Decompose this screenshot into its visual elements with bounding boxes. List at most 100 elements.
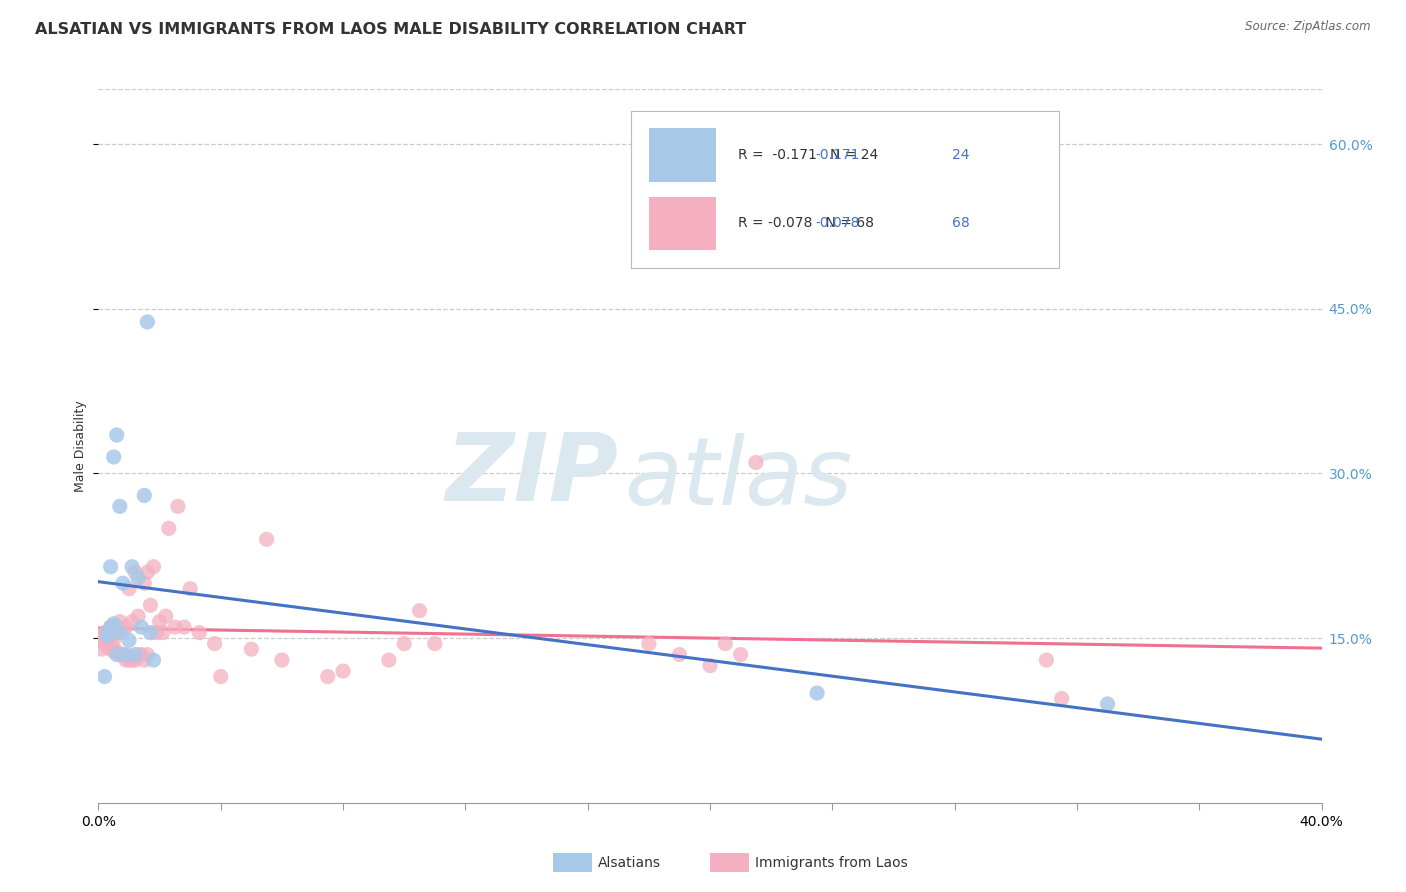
- Point: [93, 625, 115, 640]
- Point: [97, 633, 120, 648]
- Text: -0.171: -0.171: [815, 148, 859, 161]
- FancyBboxPatch shape: [630, 111, 1059, 268]
- Point: [157, 521, 180, 535]
- Text: ALSATIAN VS IMMIGRANTS FROM LAOS MALE DISABILITY CORRELATION CHART: ALSATIAN VS IMMIGRANTS FROM LAOS MALE DI…: [35, 22, 747, 37]
- Point: [1050, 691, 1073, 706]
- Text: ZIP: ZIP: [446, 428, 619, 521]
- Point: [100, 559, 122, 574]
- Point: [118, 633, 141, 648]
- Point: [108, 625, 131, 640]
- Point: [90, 633, 112, 648]
- Point: [240, 642, 263, 657]
- Point: [163, 620, 186, 634]
- Point: [1035, 653, 1057, 667]
- Point: [111, 576, 134, 591]
- Y-axis label: Male Disability: Male Disability: [73, 401, 87, 491]
- Point: [105, 648, 128, 662]
- Point: [121, 615, 143, 629]
- Point: [136, 566, 159, 580]
- Point: [145, 625, 167, 640]
- Point: [270, 653, 292, 667]
- Point: [97, 625, 120, 640]
- Point: [97, 640, 120, 654]
- Point: [173, 620, 195, 634]
- Point: [188, 625, 211, 640]
- Point: [714, 637, 737, 651]
- Text: R =  -0.171   N = 24: R = -0.171 N = 24: [738, 148, 879, 161]
- Point: [115, 653, 138, 667]
- Point: [730, 648, 752, 662]
- Point: [129, 620, 152, 634]
- Point: [209, 669, 232, 683]
- Point: [637, 637, 661, 651]
- Point: [142, 559, 165, 574]
- Point: [93, 669, 115, 683]
- Point: [127, 571, 149, 585]
- Point: [134, 653, 156, 667]
- Point: [97, 625, 120, 640]
- Point: [100, 633, 122, 648]
- Point: [179, 582, 201, 596]
- Point: [105, 644, 128, 658]
- Point: [103, 633, 125, 648]
- Point: [124, 566, 146, 580]
- Point: [332, 664, 354, 678]
- Point: [108, 648, 131, 662]
- Text: -0.078: -0.078: [815, 217, 859, 230]
- Point: [87, 629, 110, 643]
- Text: R = -0.078   N = 68: R = -0.078 N = 68: [738, 217, 875, 230]
- Point: [129, 648, 152, 662]
- Point: [256, 533, 278, 547]
- Point: [142, 653, 165, 667]
- Point: [139, 625, 162, 640]
- Point: [149, 615, 172, 629]
- Text: 24: 24: [952, 148, 970, 161]
- Point: [745, 455, 768, 469]
- Point: [105, 625, 128, 640]
- Point: [127, 609, 149, 624]
- Point: [423, 637, 446, 651]
- Point: [134, 576, 156, 591]
- Point: [103, 623, 125, 637]
- FancyBboxPatch shape: [650, 196, 716, 250]
- Point: [115, 648, 138, 662]
- Point: [392, 637, 416, 651]
- Point: [127, 648, 149, 662]
- Point: [118, 582, 141, 596]
- Point: [111, 648, 134, 662]
- Point: [115, 620, 138, 634]
- Point: [136, 648, 159, 662]
- Point: [103, 450, 125, 464]
- Point: [806, 686, 828, 700]
- Point: [100, 620, 122, 634]
- Point: [103, 644, 125, 658]
- Point: [111, 623, 134, 637]
- Point: [105, 428, 128, 442]
- Point: [124, 648, 146, 662]
- Point: [699, 658, 721, 673]
- Text: atlas: atlas: [624, 433, 852, 524]
- Point: [93, 637, 115, 651]
- Point: [136, 315, 159, 329]
- Point: [167, 500, 190, 514]
- Text: Source: ZipAtlas.com: Source: ZipAtlas.com: [1246, 20, 1371, 33]
- Point: [316, 669, 339, 683]
- Point: [155, 609, 177, 624]
- Point: [204, 637, 226, 651]
- Point: [118, 653, 141, 667]
- Text: 68: 68: [952, 217, 970, 230]
- Point: [100, 620, 122, 634]
- Point: [1097, 697, 1119, 711]
- Point: [408, 604, 430, 618]
- Point: [134, 488, 156, 502]
- FancyBboxPatch shape: [650, 128, 716, 182]
- Point: [139, 598, 162, 612]
- Point: [121, 653, 143, 667]
- Point: [103, 616, 125, 631]
- Point: [152, 625, 174, 640]
- Point: [121, 559, 143, 574]
- Point: [87, 633, 110, 648]
- Point: [108, 615, 131, 629]
- Point: [90, 629, 112, 643]
- Point: [124, 653, 146, 667]
